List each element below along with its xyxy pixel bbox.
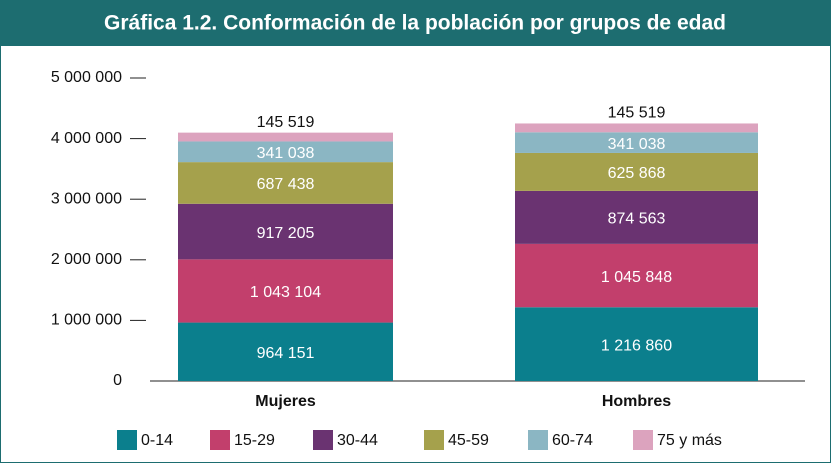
legend-label: 0-14 — [141, 432, 173, 449]
chart-title: Gráfica 1.2. Conformación de la població… — [104, 12, 726, 35]
y-tick-label: 2 000 000 — [51, 251, 122, 268]
legend-swatch — [210, 430, 230, 450]
x-tick-label: Hombres — [602, 393, 671, 410]
y-tick-label: 3 000 000 — [51, 190, 122, 207]
y-tick-label: 4 000 000 — [51, 130, 122, 147]
legend-swatch — [424, 430, 444, 450]
value-label: 874 563 — [608, 211, 666, 228]
legend-swatch — [528, 430, 548, 450]
value-label: 964 151 — [257, 345, 315, 362]
title-bar — [0, 0, 831, 46]
bar-segment — [515, 123, 758, 133]
bar-segment — [178, 162, 393, 204]
value-label: 1 043 104 — [250, 284, 321, 301]
value-label: 145 519 — [608, 105, 666, 122]
bar-segment — [178, 132, 393, 142]
legend-swatch — [117, 430, 137, 450]
bar-segment — [178, 259, 393, 323]
bar-segment — [515, 243, 758, 308]
y-tick-label: 5 000 000 — [51, 69, 122, 86]
value-label: 1 045 848 — [601, 269, 672, 286]
value-label: 145 519 — [257, 114, 315, 131]
value-label: 1 216 860 — [601, 337, 672, 354]
legend-swatch — [633, 430, 653, 450]
value-label: 917 205 — [257, 225, 315, 242]
bar-segment — [515, 132, 758, 153]
legend-label: 75 y más — [657, 432, 722, 449]
legend-label: 30-44 — [337, 432, 378, 449]
value-label: 341 038 — [257, 145, 315, 162]
x-tick-label: Mujeres — [255, 393, 316, 410]
bar-segment — [178, 203, 393, 260]
bar-segment — [515, 152, 758, 191]
legend-swatch — [313, 430, 333, 450]
bar-segment — [178, 141, 393, 163]
legend-label: 60-74 — [552, 432, 593, 449]
value-label: 625 868 — [608, 165, 666, 182]
value-label: 341 038 — [608, 136, 666, 153]
value-label: 687 438 — [257, 176, 315, 193]
bar-segment — [515, 307, 758, 381]
y-tick-label: 1 000 000 — [51, 312, 122, 329]
legend-label: 45-59 — [448, 432, 489, 449]
bar-segment — [515, 190, 758, 244]
y-tick-label: 0 — [113, 372, 122, 389]
legend-label: 15-29 — [234, 432, 275, 449]
bar-segment — [178, 322, 393, 381]
